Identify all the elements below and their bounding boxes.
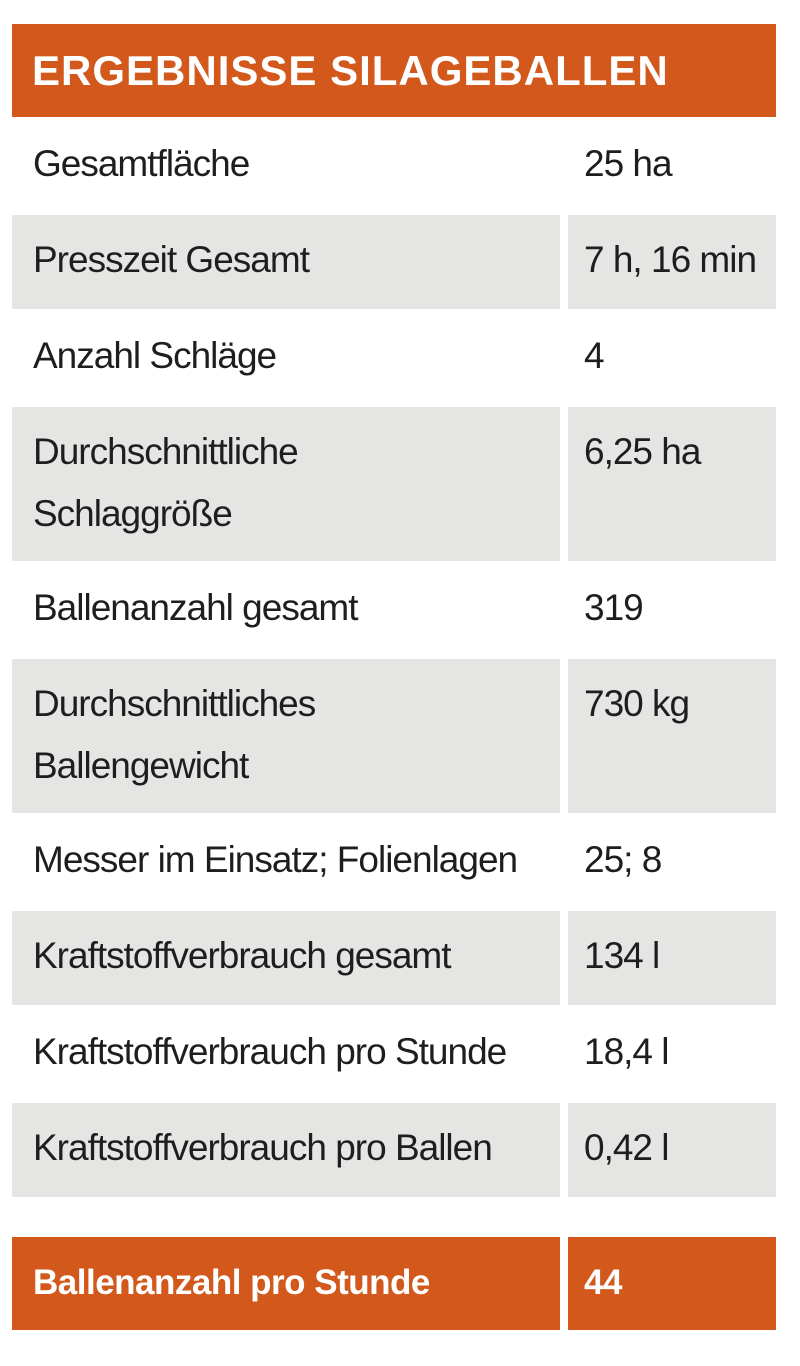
table-row: Durchschnittliche Schlaggröße 6,25 ha <box>12 407 776 561</box>
row-label: Durchschnittliche Schlaggröße <box>12 407 560 561</box>
total-label: Ballenanzahl pro Stunde <box>12 1237 560 1330</box>
table-row: Presszeit Gesamt 7 h, 16 min <box>12 215 776 309</box>
table-row: Durchschnittliches Ballengewicht 730 kg <box>12 659 776 813</box>
row-value: 25; 8 <box>584 839 662 880</box>
row-label: Ballenanzahl gesamt <box>33 587 359 628</box>
table-row: Kraftstoffverbrauch pro Stunde 18,4 l <box>12 1007 776 1101</box>
row-label: Durchschnittliches Ballengewicht <box>12 659 560 813</box>
total-value: 44 <box>568 1237 776 1330</box>
row-value: 18,4 l <box>584 1031 670 1072</box>
row-value: 134 l <box>568 911 776 1005</box>
row-value: 25 ha <box>584 143 673 184</box>
row-value: 319 <box>584 587 644 628</box>
table-row: Kraftstoffverbrauch pro Ballen 0,42 l <box>12 1103 776 1197</box>
table-row: Kraftstoffverbrauch gesamt 134 l <box>12 911 776 1005</box>
row-label: Presszeit Gesamt <box>12 215 560 309</box>
row-label: Messer im Einsatz; Folienlagen <box>33 839 518 880</box>
table-row: Messer im Einsatz; Folienlagen 25; 8 <box>12 815 776 909</box>
table-title: ERGEBNISSE SILAGEBALLEN <box>12 24 776 117</box>
row-label: Kraftstoffverbrauch pro Stunde <box>33 1031 507 1072</box>
table-row: Ballenanzahl gesamt 319 <box>12 563 776 657</box>
row-value: 6,25 ha <box>568 407 776 561</box>
row-value: 4 <box>584 335 605 376</box>
results-table: ERGEBNISSE SILAGEBALLEN Gesamtfläche 25 … <box>12 24 776 1330</box>
row-value: 730 kg <box>568 659 776 813</box>
row-label: Kraftstoffverbrauch pro Ballen <box>12 1103 560 1197</box>
row-label: Gesamtfläche <box>33 143 250 184</box>
total-row: Ballenanzahl pro Stunde 44 <box>12 1237 776 1330</box>
row-label: Anzahl Schläge <box>33 335 277 376</box>
row-value: 7 h, 16 min <box>568 215 776 309</box>
row-value: 0,42 l <box>568 1103 776 1197</box>
table-row: Anzahl Schläge 4 <box>12 311 776 405</box>
row-label: Kraftstoffverbrauch gesamt <box>12 911 560 1005</box>
table-row: Gesamtfläche 25 ha <box>12 119 776 213</box>
